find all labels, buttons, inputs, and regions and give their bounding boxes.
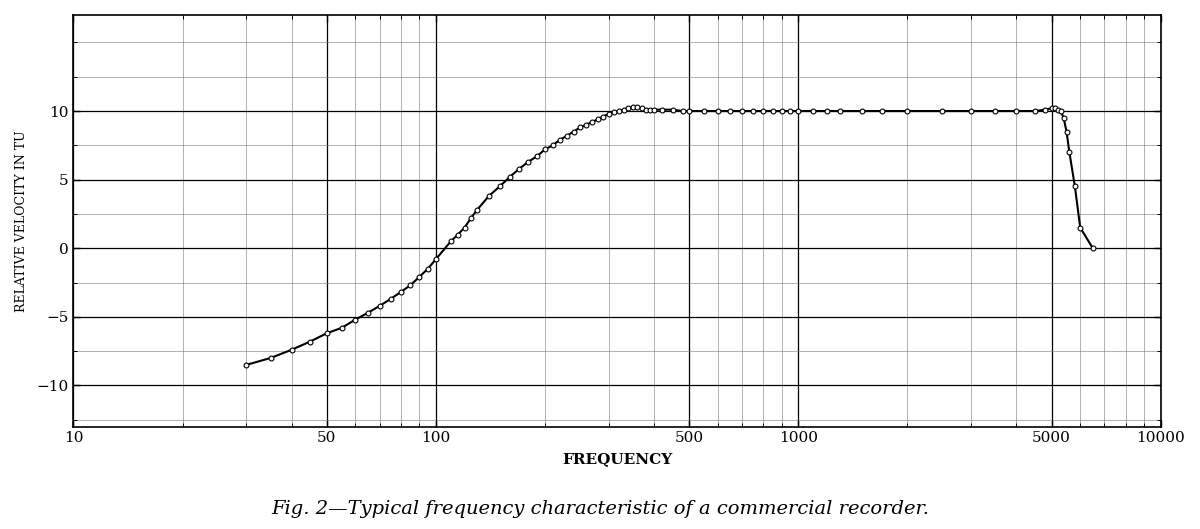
Y-axis label: RELATIVE VELOCITY IN TU: RELATIVE VELOCITY IN TU <box>14 130 28 312</box>
Text: Fig. 2—Typical frequency characteristic of a commercial recorder.: Fig. 2—Typical frequency characteristic … <box>271 500 929 518</box>
X-axis label: FREQUENCY: FREQUENCY <box>562 452 672 467</box>
